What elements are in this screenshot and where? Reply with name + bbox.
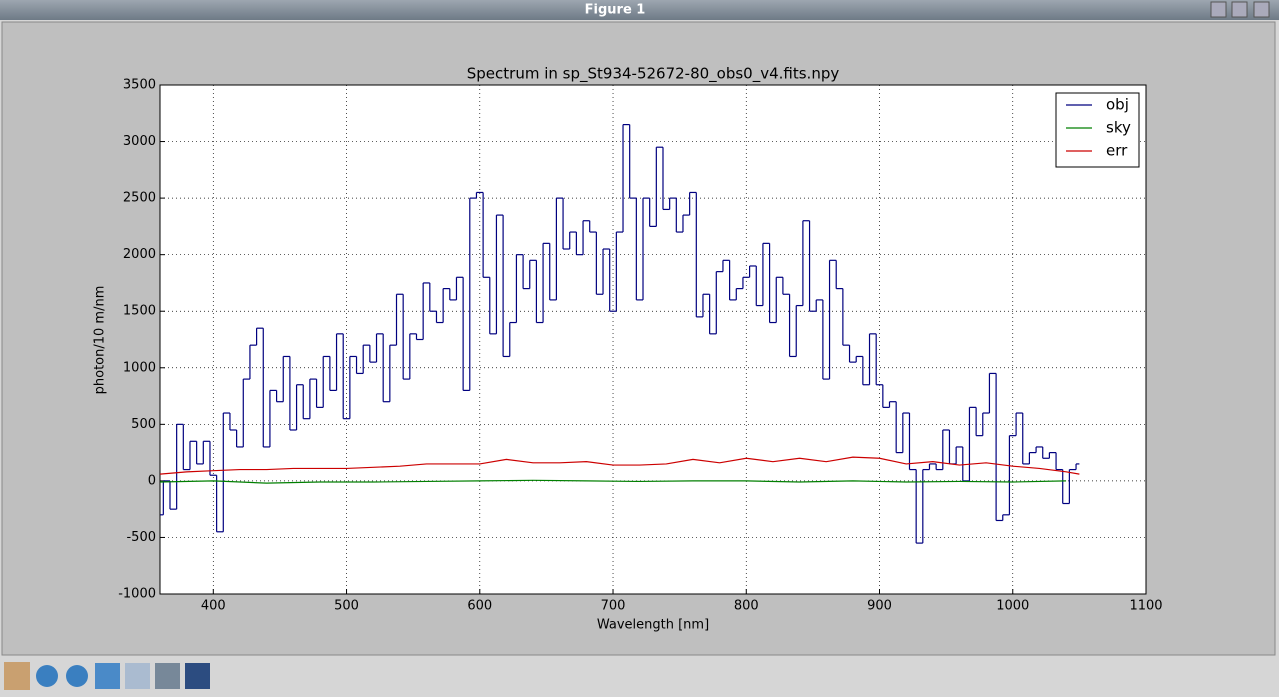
pan-button[interactable] [95, 663, 120, 689]
y-tick-label: 1000 [123, 360, 156, 375]
x-tick-label: 400 [201, 599, 226, 614]
legend-label: obj [1106, 96, 1129, 114]
y-tick-label: -500 [126, 530, 156, 545]
close-button[interactable] [1253, 1, 1270, 18]
home-button[interactable] [4, 662, 30, 690]
series-line [160, 456, 1080, 475]
back-button[interactable] [36, 665, 58, 687]
maximize-button[interactable] [1231, 1, 1248, 18]
legend-label: sky [1106, 119, 1131, 137]
legend-label: err [1106, 142, 1128, 160]
chart-title: Spectrum in sp_St934-52672-80_obs0_v4.fi… [467, 65, 840, 84]
forward-button[interactable] [66, 665, 88, 687]
x-tick-label: 600 [467, 599, 492, 614]
y-tick-label: 2000 [123, 247, 156, 262]
series [160, 479, 1067, 484]
y-tick-label: -1000 [118, 587, 156, 602]
subplots-button[interactable] [155, 663, 180, 689]
y-tick-label: 3000 [123, 134, 156, 149]
minimize-button[interactable] [1210, 1, 1227, 18]
x-tick-label: 800 [734, 599, 759, 614]
y-tick-label: 500 [131, 417, 156, 432]
y-tick-label: 0 [148, 473, 156, 488]
window-title: Figure 1 [585, 3, 646, 18]
series-line [160, 479, 1067, 484]
title-bar [0, 0, 1279, 20]
y-tick-label: 3500 [123, 78, 156, 93]
y-tick-label: 1500 [123, 304, 156, 319]
x-tick-label: 700 [601, 599, 626, 614]
x-tick-label: 900 [867, 599, 892, 614]
x-tick-label: 1100 [1129, 599, 1162, 614]
zoom-button[interactable] [125, 663, 150, 689]
save-button[interactable] [185, 663, 210, 689]
toolbar [4, 662, 210, 690]
x-tick-label: 500 [334, 599, 359, 614]
y-axis-label: photon/10 m/nm [93, 286, 108, 395]
plot-area [159, 84, 1147, 595]
series [160, 123, 1080, 544]
series [160, 456, 1080, 475]
x-tick-label: 1000 [996, 599, 1029, 614]
x-axis-label: Wavelength [nm] [597, 618, 709, 633]
y-tick-label: 2500 [123, 191, 156, 206]
